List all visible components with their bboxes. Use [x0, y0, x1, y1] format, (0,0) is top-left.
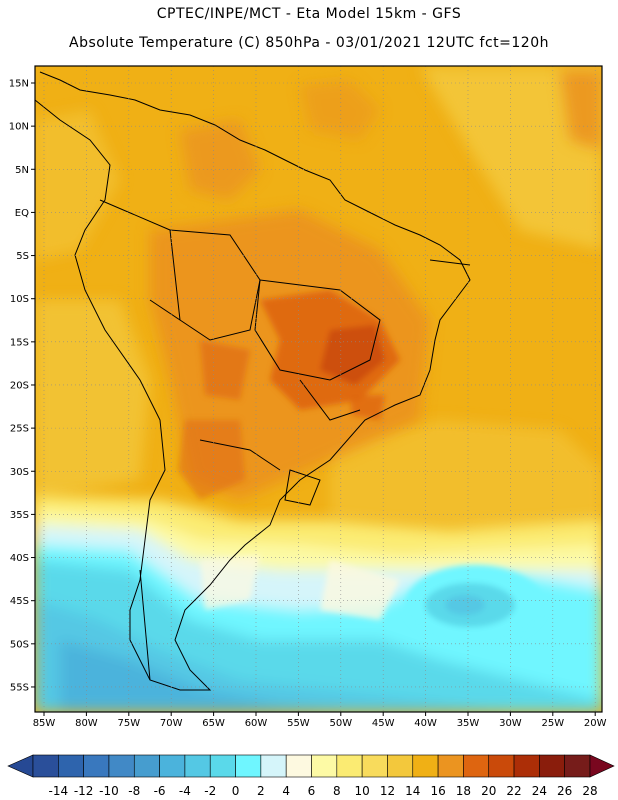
- longitude-label: 45W: [372, 718, 395, 729]
- colorbar-label: 24: [532, 784, 547, 798]
- colorbar-labels: -14 -12 -10 -8 -6 -4 -2 0 2 4 6 8 10 12 14 16 18 20 22 24 26…: [49, 784, 598, 798]
- colorbar-swatch: [361, 754, 388, 778]
- latitude-label: 25S: [10, 424, 29, 435]
- colorbar-swatch: [463, 754, 490, 778]
- longitude-label: 60W: [245, 718, 268, 729]
- colorbar-swatch: [336, 754, 363, 778]
- colorbar-label: -8: [128, 784, 140, 798]
- colorbar-swatch: [412, 754, 439, 778]
- longitude-label: 25W: [541, 718, 564, 729]
- longitude-label: 75W: [117, 718, 140, 729]
- map-ticks: [31, 82, 596, 716]
- colorbar-swatch: [488, 754, 515, 778]
- latitude-labels: 15N 10N 5N EQ 5S 10S 15S 20S 25S 30S 35S 40S 45S 50S 5…: [9, 79, 29, 694]
- longitude-label: 55W: [287, 718, 310, 729]
- latitude-label: 20S: [10, 380, 29, 391]
- colorbar-label: -12: [74, 784, 94, 798]
- colorbar-swatch: [564, 754, 591, 778]
- colorbar-high-triangle: [589, 754, 615, 778]
- colorbar-label: 4: [282, 784, 290, 798]
- colorbar-swatch: [260, 754, 287, 778]
- latitude-label: 10N: [9, 122, 29, 133]
- colorbar-label: 14: [405, 784, 420, 798]
- longitude-labels: 85W 80W 75W 70W 65W 60W 55W 50W 45W 40W 35W 30W 25W 2…: [33, 718, 607, 729]
- colorbar-swatch: [311, 754, 338, 778]
- colorbar-label: 18: [456, 784, 471, 798]
- colorbar-swatch: [32, 754, 59, 778]
- colorbar-label: 28: [582, 784, 597, 798]
- latitude-label: 45S: [10, 596, 29, 607]
- map-frame: [34, 65, 603, 713]
- colorbar-label: -6: [154, 784, 166, 798]
- colorbar: [7, 754, 615, 778]
- land-outline: [35, 71, 471, 691]
- colorbar-label: -14: [49, 784, 69, 798]
- colorbar-swatch: [387, 754, 414, 778]
- colorbar-label: 2: [257, 784, 265, 798]
- colorbar-label: 26: [557, 784, 572, 798]
- latitude-label: 10S: [10, 294, 29, 305]
- colorbar-label: 8: [333, 784, 341, 798]
- longitude-label: 65W: [202, 718, 225, 729]
- colorbar-label: 0: [232, 784, 240, 798]
- colorbar-swatch: [437, 754, 464, 778]
- longitude-label: 80W: [75, 718, 98, 729]
- colorbar-swatch: [285, 754, 312, 778]
- longitude-label: 85W: [33, 718, 56, 729]
- colorbar-label: 12: [380, 784, 395, 798]
- colorbar-swatch: [209, 754, 236, 778]
- colorbar-swatch: [58, 754, 84, 778]
- longitude-label: 70W: [160, 718, 183, 729]
- colorbar-label: 22: [506, 784, 521, 798]
- colorbar-label: 10: [354, 784, 369, 798]
- colorbar-swatch: [133, 754, 160, 778]
- colorbar-label: -2: [204, 784, 216, 798]
- latitude-label: 35S: [10, 510, 29, 521]
- colorbar-swatch: [184, 754, 211, 778]
- latitude-label: 40S: [10, 553, 29, 564]
- colorbar-swatch: [513, 754, 540, 778]
- colorbar-label: 16: [430, 784, 445, 798]
- latitude-label: 5N: [15, 165, 29, 176]
- longitude-label: 20W: [584, 718, 607, 729]
- temperature-field: [35, 66, 602, 712]
- chart-title-line2: Absolute Temperature (C) 850hPa - 03/01/…: [69, 35, 549, 51]
- colorbar-swatch: [235, 754, 262, 778]
- longitude-label: 50W: [329, 718, 352, 729]
- latitude-label: 55S: [10, 682, 29, 693]
- colorbar-low-triangle: [7, 754, 34, 778]
- colorbar-swatch: [83, 754, 110, 778]
- latitude-label: 15N: [9, 79, 29, 90]
- colorbar-label: 6: [308, 784, 316, 798]
- chart-title-line1: CPTEC/INPE/MCT - Eta Model 15km - GFS: [156, 6, 462, 22]
- map-graticule: [35, 66, 602, 712]
- colorbar-swatch: [108, 754, 135, 778]
- colorbar-label: 20: [481, 784, 496, 798]
- colorbar-swatch: [539, 754, 565, 778]
- colorbar-label: -10: [99, 784, 119, 798]
- latitude-label: EQ: [15, 208, 29, 219]
- colorbar-swatch: [159, 754, 186, 778]
- longitude-label: 30W: [499, 718, 522, 729]
- latitude-label: 15S: [10, 337, 29, 348]
- longitude-label: 35W: [457, 718, 480, 729]
- longitude-label: 40W: [414, 718, 437, 729]
- latitude-label: 50S: [10, 639, 29, 650]
- latitude-label: 5S: [16, 251, 29, 262]
- latitude-label: 30S: [10, 467, 29, 478]
- colorbar-label: -4: [179, 784, 191, 798]
